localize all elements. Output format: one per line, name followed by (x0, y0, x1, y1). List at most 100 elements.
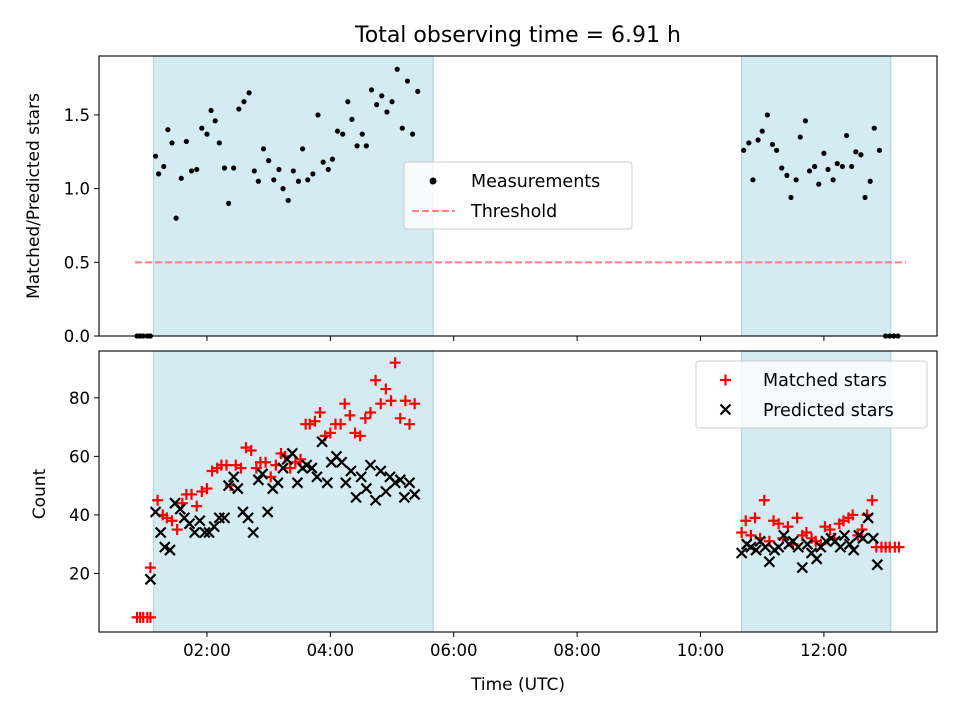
matched-star-point (394, 412, 406, 424)
bottom-y-axis: 20 40 60 80 (69, 389, 99, 583)
predicted-star-point (188, 526, 201, 539)
legend-label-measurements: Measurements (471, 172, 600, 192)
top-observing-window-1 (152, 55, 434, 337)
top-y-tick-label: 0.0 (64, 327, 90, 346)
predicted-star-point (291, 476, 304, 489)
measurement-point (389, 99, 395, 105)
legend-marker-measurements (429, 177, 437, 185)
measurement-point (276, 166, 282, 173)
predicted-star-point (227, 471, 240, 483)
predicted-star-point (834, 541, 847, 553)
measurement-point (340, 131, 346, 137)
predicted-star-point (306, 462, 318, 474)
predicted-star-point (403, 476, 416, 489)
matched-star-point (380, 383, 392, 395)
predicted-star-point (277, 462, 289, 474)
measurement-point (208, 107, 214, 114)
predicted-star-point (247, 526, 260, 539)
matched-star-point (191, 500, 203, 512)
measurement-point (839, 163, 846, 170)
top-panel: 0.0 0.5 1.0 1.5 Matched/Predicted stars Mea… (24, 55, 938, 346)
top-y-axis: 0.0 0.5 1.0 1.5 (64, 106, 99, 346)
x-tick-label: 06:00 (430, 641, 478, 660)
predicted-star-point (364, 459, 377, 471)
predicted-star-point (183, 517, 196, 530)
measurement-point (834, 160, 840, 167)
matched-star-point (763, 535, 775, 547)
measurement-point (830, 177, 836, 183)
matched-star-point (399, 395, 411, 407)
x-tick-label: 10:00 (677, 641, 725, 660)
legend-label-predicted: Predicted stars (763, 401, 894, 421)
measurement-point (797, 134, 803, 140)
measurement-point (816, 181, 822, 187)
top-y-tick-label: 1.5 (64, 106, 90, 125)
predicted-star-point (350, 491, 362, 504)
predicted-star-point (735, 547, 748, 559)
measurement-point (315, 112, 321, 118)
legend-marker-matched (720, 374, 731, 386)
predicted-star-point (394, 474, 407, 486)
matched-star-point (409, 398, 421, 410)
predicted-star-point (360, 482, 373, 495)
measurement-point (876, 147, 883, 153)
measurement-point (862, 194, 868, 201)
predicted-star-point (232, 482, 244, 495)
predicted-star-point (174, 503, 187, 515)
measurement-point (251, 168, 257, 174)
measurement-point (212, 118, 218, 124)
series-predicted-stars (144, 435, 884, 586)
matched-star-point (260, 456, 272, 468)
measurement-point (415, 88, 421, 94)
matched-star-point (152, 494, 164, 506)
matched-star-point (866, 494, 878, 506)
measurement-point (169, 140, 175, 146)
measurement-point (285, 197, 291, 204)
matched-star-point (404, 418, 416, 430)
predicted-star-point (847, 544, 860, 556)
x-tick-label: 04:00 (307, 641, 355, 660)
matched-star-point (370, 374, 382, 386)
bottom-y-tick-label: 40 (69, 506, 90, 525)
bottom-legend-box (695, 360, 928, 429)
measurement-point (305, 177, 311, 183)
measurement-point (368, 87, 375, 93)
predicted-star-point (871, 558, 884, 571)
bottom-plot-frame (98, 350, 938, 633)
measurement-point (241, 99, 247, 105)
measurement-point (359, 131, 365, 137)
top-y-axis-label: Matched/Predicted stars (24, 93, 44, 299)
predicted-star-point (272, 476, 284, 489)
measurement-point (199, 125, 205, 131)
predicted-star-point (398, 491, 411, 504)
measurement-point (374, 102, 380, 108)
top-plot-frame (98, 55, 938, 337)
measurement-point (394, 66, 400, 72)
measurement-point (271, 177, 277, 183)
predicted-star-point (750, 544, 762, 556)
top-observing-window-2 (741, 55, 892, 337)
matched-star-point (186, 488, 198, 500)
matched-star-point (284, 462, 296, 474)
measurement-point (379, 93, 385, 99)
measurement-point (255, 178, 261, 184)
predicted-star-point (339, 476, 352, 489)
legend-label-threshold: Threshold (470, 202, 557, 222)
predicted-star-point (149, 506, 162, 518)
measurement-point (299, 146, 306, 152)
predicted-star-point (778, 529, 790, 542)
bottom-y-tick-label: 60 (69, 447, 90, 466)
predicted-star-point (759, 541, 772, 553)
measurement-point (225, 200, 232, 206)
bottom-y-axis-label: Count (30, 468, 50, 519)
predicted-star-point (380, 485, 392, 498)
measurement-point (410, 131, 416, 137)
series-matched-stars (131, 357, 905, 623)
predicted-star-point (810, 553, 823, 565)
chart-title: Total observing time = 6.91 h (354, 23, 681, 48)
measurement-point (310, 171, 316, 177)
top-legend-box (403, 161, 633, 230)
measurement-point (345, 99, 351, 105)
measurement-point (399, 125, 405, 131)
